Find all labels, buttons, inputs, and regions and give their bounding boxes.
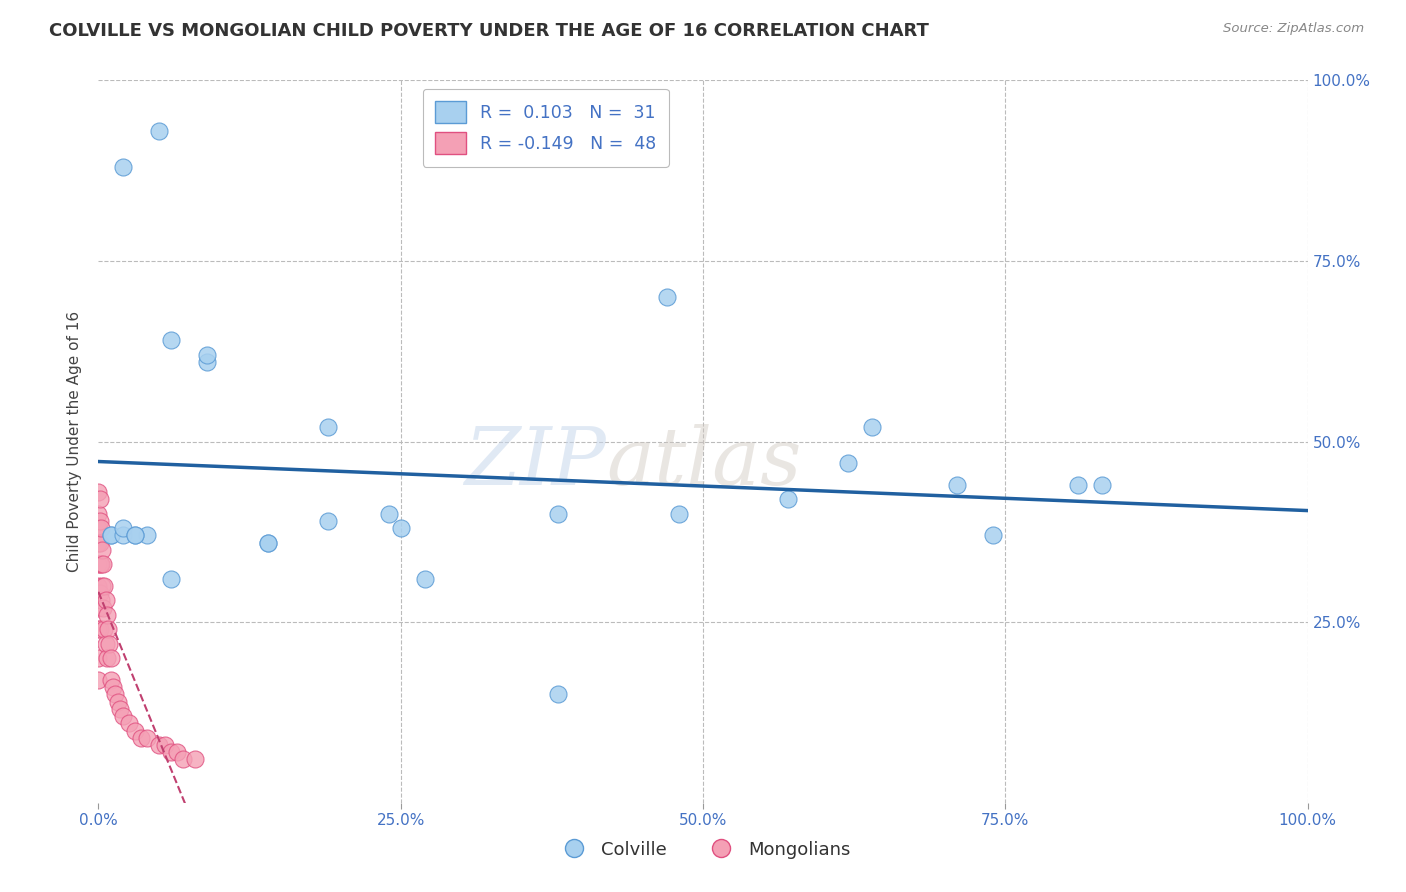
Point xyxy=(1067,478,1090,492)
Point xyxy=(256,535,278,549)
Point xyxy=(1091,478,1114,492)
Point xyxy=(547,507,569,521)
Point xyxy=(89,558,111,572)
Point xyxy=(111,160,134,174)
Point xyxy=(160,572,183,586)
Point xyxy=(166,745,188,759)
Point xyxy=(655,290,678,304)
Point xyxy=(837,456,859,470)
Point xyxy=(135,528,157,542)
Point xyxy=(124,528,146,542)
Point xyxy=(547,687,569,701)
Point xyxy=(256,535,278,549)
Point xyxy=(413,572,436,586)
Point xyxy=(101,680,124,694)
Point xyxy=(87,521,110,535)
Point xyxy=(668,507,690,521)
Point xyxy=(87,673,110,687)
Point xyxy=(389,521,412,535)
Point xyxy=(776,492,799,507)
Point xyxy=(89,623,111,637)
Point xyxy=(111,521,134,535)
Point xyxy=(98,637,121,651)
Point xyxy=(91,579,114,593)
Point xyxy=(93,579,115,593)
Point xyxy=(87,507,110,521)
Point xyxy=(377,507,399,521)
Point xyxy=(148,124,170,138)
Point xyxy=(91,542,114,557)
Point xyxy=(124,723,146,738)
Point xyxy=(90,558,112,572)
Point xyxy=(195,348,218,362)
Point xyxy=(160,334,183,348)
Text: ZIP: ZIP xyxy=(464,425,606,502)
Point xyxy=(860,420,883,434)
Point xyxy=(87,535,110,549)
Point xyxy=(100,673,122,687)
Point xyxy=(87,600,110,615)
Point xyxy=(96,651,118,665)
Point xyxy=(91,600,114,615)
Point xyxy=(87,651,110,665)
Point xyxy=(89,514,111,528)
Point xyxy=(148,738,170,752)
Point xyxy=(124,528,146,542)
Point xyxy=(172,752,194,766)
Legend: Colville, Mongolians: Colville, Mongolians xyxy=(548,834,858,866)
Point xyxy=(96,607,118,622)
Point xyxy=(153,738,176,752)
Point xyxy=(195,355,218,369)
Point xyxy=(87,623,110,637)
Point xyxy=(100,528,122,542)
Point xyxy=(97,623,120,637)
Point xyxy=(316,420,339,434)
Point xyxy=(184,752,207,766)
Point xyxy=(90,521,112,535)
Point xyxy=(100,651,122,665)
Point xyxy=(129,731,152,745)
Point xyxy=(316,514,339,528)
Point xyxy=(108,702,131,716)
Y-axis label: Child Poverty Under the Age of 16: Child Poverty Under the Age of 16 xyxy=(67,311,83,572)
Point xyxy=(94,593,117,607)
Point xyxy=(91,558,114,572)
Text: Source: ZipAtlas.com: Source: ZipAtlas.com xyxy=(1223,22,1364,36)
Point xyxy=(93,623,115,637)
Point xyxy=(87,579,110,593)
Point xyxy=(160,745,183,759)
Point xyxy=(946,478,969,492)
Point xyxy=(981,528,1004,542)
Text: atlas: atlas xyxy=(606,425,801,502)
Point xyxy=(104,687,127,701)
Point xyxy=(87,485,110,500)
Point xyxy=(118,716,141,731)
Point xyxy=(111,709,134,723)
Point xyxy=(107,695,129,709)
Point xyxy=(111,528,134,542)
Point xyxy=(87,558,110,572)
Point xyxy=(100,528,122,542)
Point xyxy=(89,535,111,549)
Point xyxy=(89,586,111,600)
Point xyxy=(94,637,117,651)
Point xyxy=(89,492,111,507)
Point xyxy=(135,731,157,745)
Text: COLVILLE VS MONGOLIAN CHILD POVERTY UNDER THE AGE OF 16 CORRELATION CHART: COLVILLE VS MONGOLIAN CHILD POVERTY UNDE… xyxy=(49,22,929,40)
Point xyxy=(90,593,112,607)
